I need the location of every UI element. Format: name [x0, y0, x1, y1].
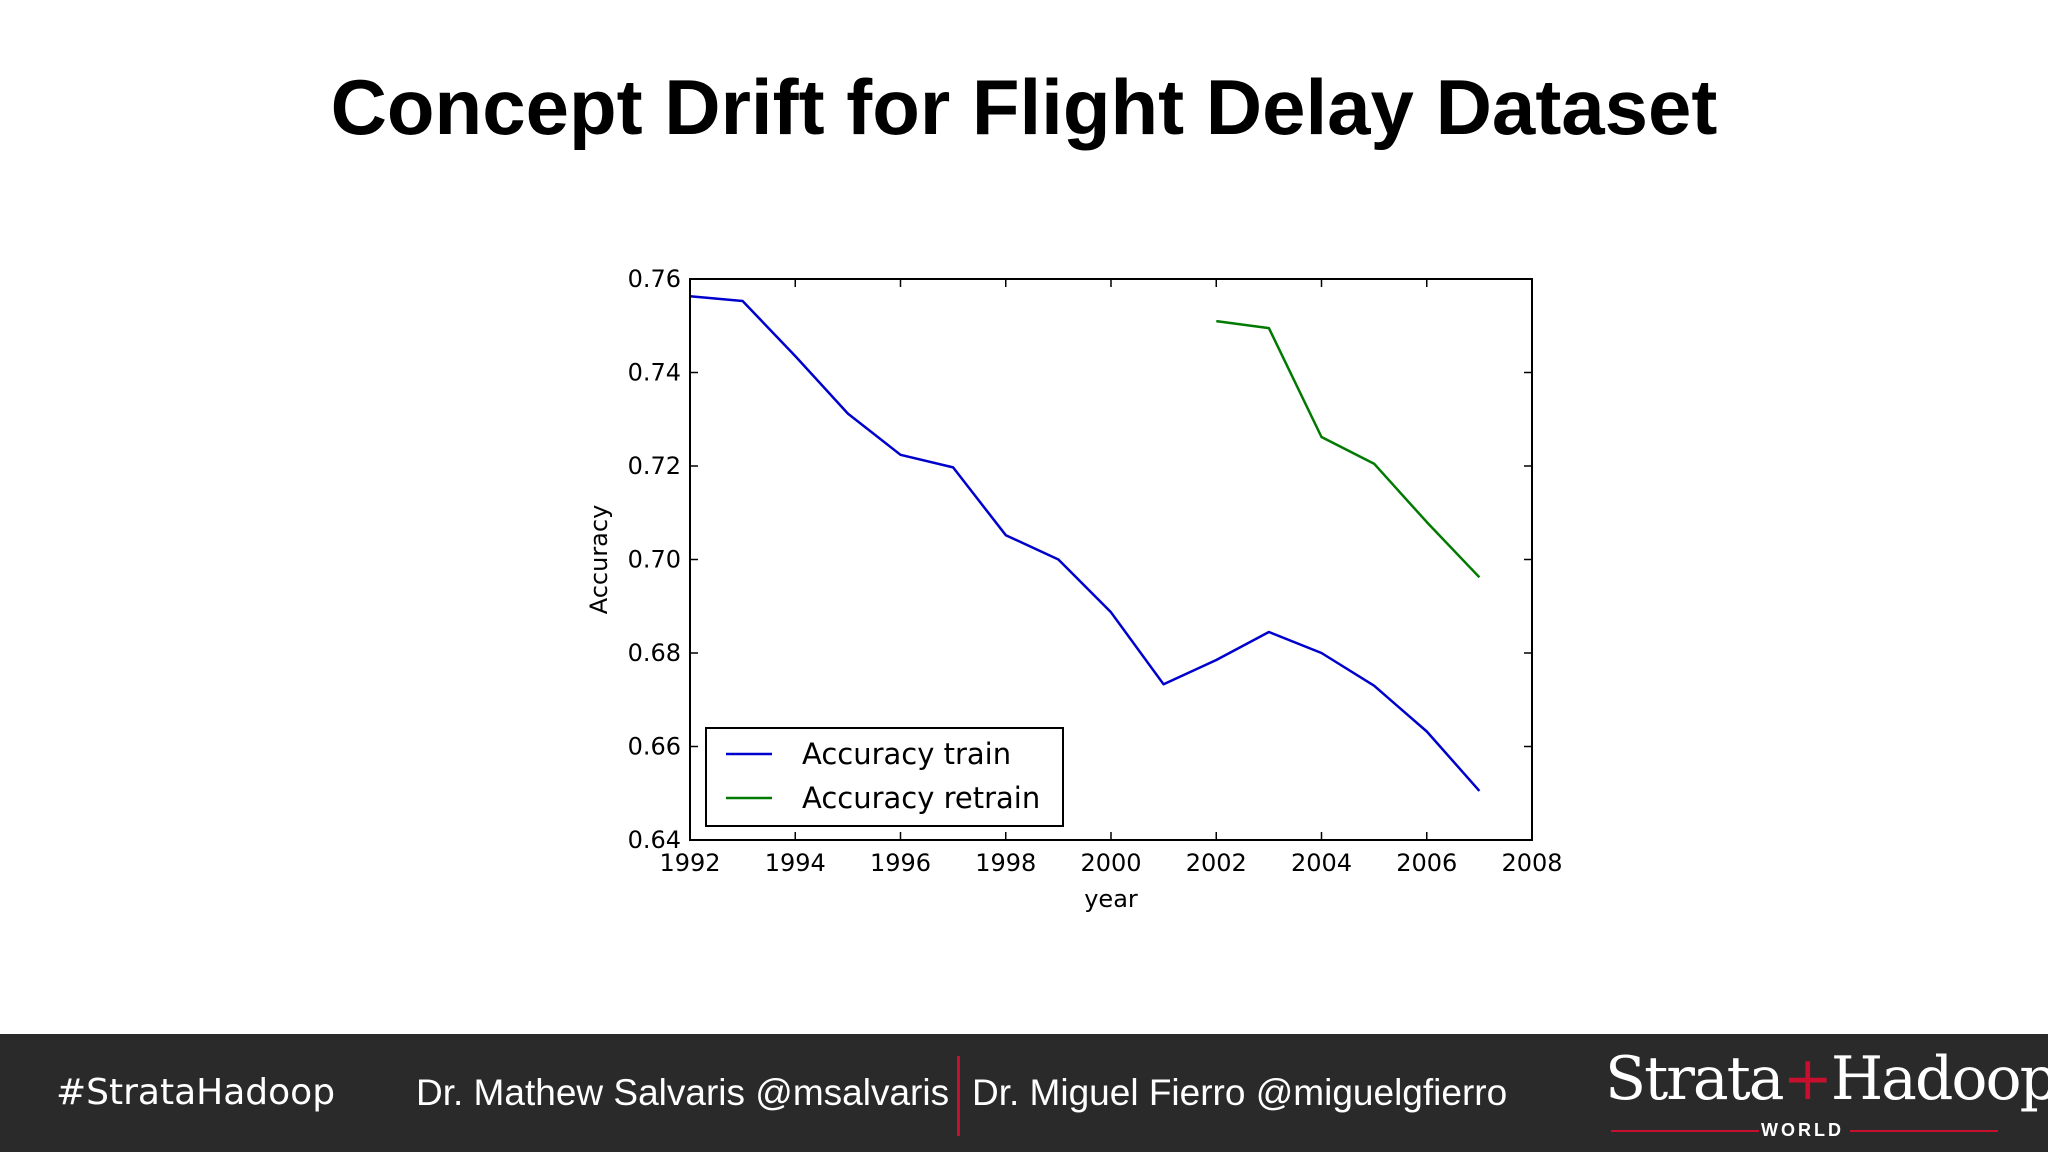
x-tick-label: 2004	[1291, 849, 1352, 877]
speaker-2-label: Dr. Miguel Fierro @miguelgfierro	[972, 1072, 1508, 1113]
y-tick-label: 0.66	[628, 733, 681, 761]
y-tick-label: 0.64	[628, 826, 681, 854]
y-axis-label: Accuracy	[585, 505, 613, 615]
x-tick-label: 1994	[765, 849, 826, 877]
y-tick-label: 0.70	[628, 546, 681, 574]
slide-title: Concept Drift for Flight Delay Dataset	[330, 63, 1718, 151]
speaker-1-label: Dr. Mathew Salvaris @msalvaris	[416, 1072, 950, 1113]
logo-plus: +	[1782, 1044, 1833, 1114]
x-tick-label: 1996	[870, 849, 931, 877]
x-axis-label: year	[1084, 885, 1138, 913]
series-line-0	[689, 295, 1481, 792]
x-tick-label: 2002	[1186, 849, 1247, 877]
logo-rule-right	[1850, 1130, 1998, 1132]
logo-world: WORLD	[1761, 1120, 1844, 1140]
accuracy-line-chart: 1992 1994 1996 1998 2000 2002 2004 2006 2008 0.64…	[585, 265, 1563, 913]
x-tick-label: 1998	[975, 849, 1036, 877]
y-tick-label: 0.74	[628, 359, 681, 387]
y-tick-label: 0.72	[628, 452, 681, 480]
y-tick-label: 0.76	[628, 265, 681, 293]
x-tick-label: 1992	[659, 849, 720, 877]
y-tick-label: 0.68	[628, 639, 681, 667]
x-tick-label: 2006	[1396, 849, 1457, 877]
hashtag-label: #StrataHadoop	[56, 1072, 336, 1113]
x-tick-label: 2000	[1080, 849, 1141, 877]
series-line-1	[1216, 319, 1481, 579]
footer-bar: #StrataHadoop Dr. Mathew Salvaris @msalv…	[0, 1034, 2048, 1152]
legend-label-1: Accuracy retrain	[802, 781, 1040, 815]
logo-wordmark: Strata+Hadoop	[1605, 1044, 2048, 1114]
speaker-divider	[957, 1056, 960, 1136]
x-tick-label: 2008	[1501, 849, 1562, 877]
logo-rule-left	[1611, 1130, 1759, 1132]
legend-label-0: Accuracy train	[802, 737, 1011, 771]
strata-hadoop-logo: Strata+Hadoop WORLD	[1605, 1044, 2048, 1144]
legend-box	[705, 727, 1064, 827]
logo-hadoop: Hadoop	[1830, 1044, 2048, 1114]
logo-strata: Strata	[1605, 1044, 1785, 1114]
